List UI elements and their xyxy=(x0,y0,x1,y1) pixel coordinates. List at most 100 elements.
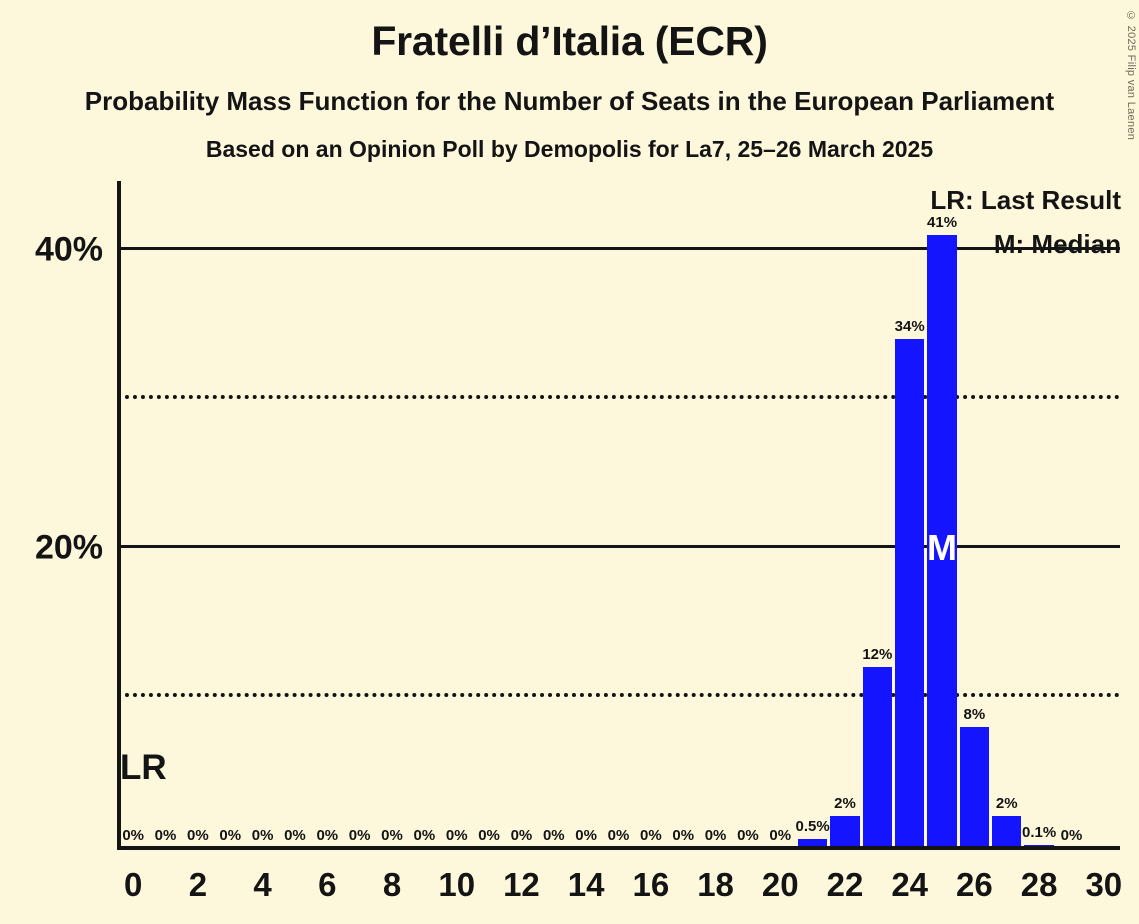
bar-value-label-seat-26: 8% xyxy=(963,705,986,723)
bar-value-label-seat-18: 0% xyxy=(704,827,727,844)
x-axis-tick-18: 18 xyxy=(697,866,734,903)
x-axis-tick-4: 4 xyxy=(253,866,272,903)
bar-slot-seat-18[interactable]: 0% xyxy=(699,181,731,846)
bar-slot-seat-27[interactable]: 2% xyxy=(991,181,1023,846)
bar-slot-seat-24[interactable]: 34% xyxy=(894,181,926,846)
bar-value-label-seat-29: 0% xyxy=(1060,827,1083,844)
y-axis-tick-40: 40% xyxy=(34,230,103,269)
chart-title: Fratelli d’Italia (ECR) xyxy=(371,18,768,64)
legend-median: M: Median xyxy=(993,229,1121,259)
bar-seat-24[interactable] xyxy=(895,339,925,846)
x-axis-line xyxy=(117,846,1120,850)
bar-value-label-seat-0: 0% xyxy=(122,827,145,844)
bar-value-label-seat-27: 2% xyxy=(995,795,1018,813)
bar-value-label-seat-10: 0% xyxy=(445,827,468,844)
bar-value-label-seat-7: 0% xyxy=(348,827,371,844)
gridline-10 xyxy=(117,692,1120,697)
bar-value-label-seat-15: 0% xyxy=(607,827,630,844)
bar-value-label-seat-22: 2% xyxy=(834,795,856,813)
bar-slot-seat-1[interactable]: 0% xyxy=(149,181,181,846)
bar-value-label-seat-8: 0% xyxy=(381,827,403,844)
chart-subtitle-1: Probability Mass Function for the Number… xyxy=(84,86,1055,116)
bar-slot-seat-16[interactable]: 0% xyxy=(635,181,667,846)
bar-slot-seat-2[interactable]: 0% xyxy=(182,181,214,846)
bar-value-label-seat-16: 0% xyxy=(640,827,662,844)
bar-slot-seat-10[interactable]: 0% xyxy=(441,181,473,846)
bar-slot-seat-8[interactable]: 0% xyxy=(376,181,408,846)
bar-slot-seat-0[interactable]: 0% xyxy=(117,181,149,846)
bar-value-label-seat-17: 0% xyxy=(672,827,695,844)
bar-slot-seat-4[interactable]: 0% xyxy=(246,181,278,846)
bar-slot-seat-28[interactable]: 0.1% xyxy=(1021,181,1057,846)
x-axis-tick-28: 28 xyxy=(1020,866,1058,903)
x-axis-tick-6: 6 xyxy=(318,866,337,903)
bar-slot-seat-22[interactable]: 2% xyxy=(829,181,861,846)
bar-value-label-seat-2: 0% xyxy=(187,827,209,844)
bar-value-label-seat-28: 0.1% xyxy=(1021,823,1057,841)
chart-subtitle-2: Based on an Opinion Poll by Demopolis fo… xyxy=(205,136,934,162)
bar-slot-seat-19[interactable]: 0% xyxy=(732,181,764,846)
bar-slot-seat-7[interactable]: 0% xyxy=(343,181,375,846)
y-axis-tick-20: 20% xyxy=(34,528,103,567)
x-axis-tick-0: 0 xyxy=(123,866,143,903)
x-axis-tick-12: 12 xyxy=(503,866,540,903)
bar-slot-seat-15[interactable]: 0% xyxy=(602,181,634,846)
x-axis-tick-30: 30 xyxy=(1085,866,1123,903)
y-axis-line xyxy=(117,181,121,850)
x-axis-tick-26: 26 xyxy=(956,866,993,903)
bar-slot-seat-6[interactable]: 0% xyxy=(311,181,343,846)
bar-slot-seat-11[interactable]: 0% xyxy=(473,181,505,846)
x-axis-tick-14: 14 xyxy=(567,866,605,903)
x-axis-tick-labels: 0 2 4 6 8 10 12 14 16 18 20 22 24 26 28 30 xyxy=(117,866,1123,916)
bar-value-label-seat-9: 0% xyxy=(413,827,436,844)
bar-value-label-seat-13: 0% xyxy=(542,827,565,844)
x-axis-tick-22: 22 xyxy=(826,866,864,903)
bar-slot-seat-17[interactable]: 0% xyxy=(667,181,699,846)
bar-slot-seat-25[interactable]: 41% M xyxy=(926,181,958,846)
bar-value-label-seat-19: 0% xyxy=(737,827,759,844)
last-result-marker: LR xyxy=(120,748,167,787)
legend-last-result: LR: Last Result xyxy=(930,185,1121,215)
bar-seat-28[interactable] xyxy=(1024,844,1054,846)
bar-slot-seat-26[interactable]: 8% xyxy=(958,181,990,846)
x-axis-tick-24: 24 xyxy=(891,866,929,903)
copyright-notice: © 2025 Filip van Laenen xyxy=(1125,10,1137,141)
bar-value-label-seat-24: 34% xyxy=(894,318,925,336)
bar-value-label-seat-20: 0% xyxy=(769,827,792,844)
bar-slot-seat-9[interactable]: 0% xyxy=(408,181,440,846)
x-axis-tick-10: 10 xyxy=(438,866,476,903)
bar-series: 0% 0% 0% 0% 0% 0% 0% 0% 0% 0% 0% 0% 0% 0% 0% 0% 0% 0% 0% 0%… xyxy=(117,181,1120,846)
bar-seat-21[interactable] xyxy=(797,838,828,846)
median-marker: M xyxy=(927,526,958,568)
bar-slot-seat-5[interactable]: 0% xyxy=(279,181,311,846)
bar-slot-seat-12[interactable]: 0% xyxy=(505,181,537,846)
plot-area: 20% 40% 0% 0% 0% 0% 0% 0% 0% 0% 0% 0% 0% 0% 0% 0% 0% 0% 0… xyxy=(35,181,1120,850)
bar-seat-22[interactable] xyxy=(830,816,860,846)
bar-value-label-seat-14: 0% xyxy=(575,827,597,844)
gridline-40: 40% xyxy=(35,230,1120,268)
bar-value-label-seat-23: 12% xyxy=(862,646,893,664)
x-axis-tick-20: 20 xyxy=(761,866,799,903)
bar-seat-23[interactable] xyxy=(862,667,892,846)
bar-value-label-seat-3: 0% xyxy=(219,827,242,844)
bar-seat-25[interactable] xyxy=(927,234,957,846)
gridline-30 xyxy=(117,394,1120,399)
bar-slot-seat-3[interactable]: 0% xyxy=(214,181,246,846)
bar-slot-seat-20[interactable]: 0% xyxy=(764,181,796,846)
x-axis-tick-16: 16 xyxy=(632,866,670,903)
bar-value-label-seat-6: 0% xyxy=(316,827,339,844)
bar-value-label-seat-12: 0% xyxy=(510,827,533,844)
bar-seat-26[interactable] xyxy=(959,726,990,846)
bar-slot-seat-13[interactable]: 0% xyxy=(538,181,570,846)
bar-slot-seat-14[interactable]: 0% xyxy=(570,181,602,846)
bar-slot-seat-29[interactable]: 0% xyxy=(1055,181,1087,846)
gridline-20: 20% xyxy=(35,528,1120,566)
bar-slot-seat-23[interactable]: 12% xyxy=(861,181,893,846)
bar-value-label-seat-25: 41% xyxy=(927,213,958,231)
x-axis-tick-8: 8 xyxy=(382,866,402,903)
bar-seat-27[interactable] xyxy=(992,816,1022,846)
bar-value-label-seat-4: 0% xyxy=(251,827,274,844)
bar-slot-seat-21[interactable]: 0.5% xyxy=(796,181,830,846)
bar-slot-seat-30[interactable] xyxy=(1088,181,1120,846)
x-axis-tick-2: 2 xyxy=(188,866,208,903)
